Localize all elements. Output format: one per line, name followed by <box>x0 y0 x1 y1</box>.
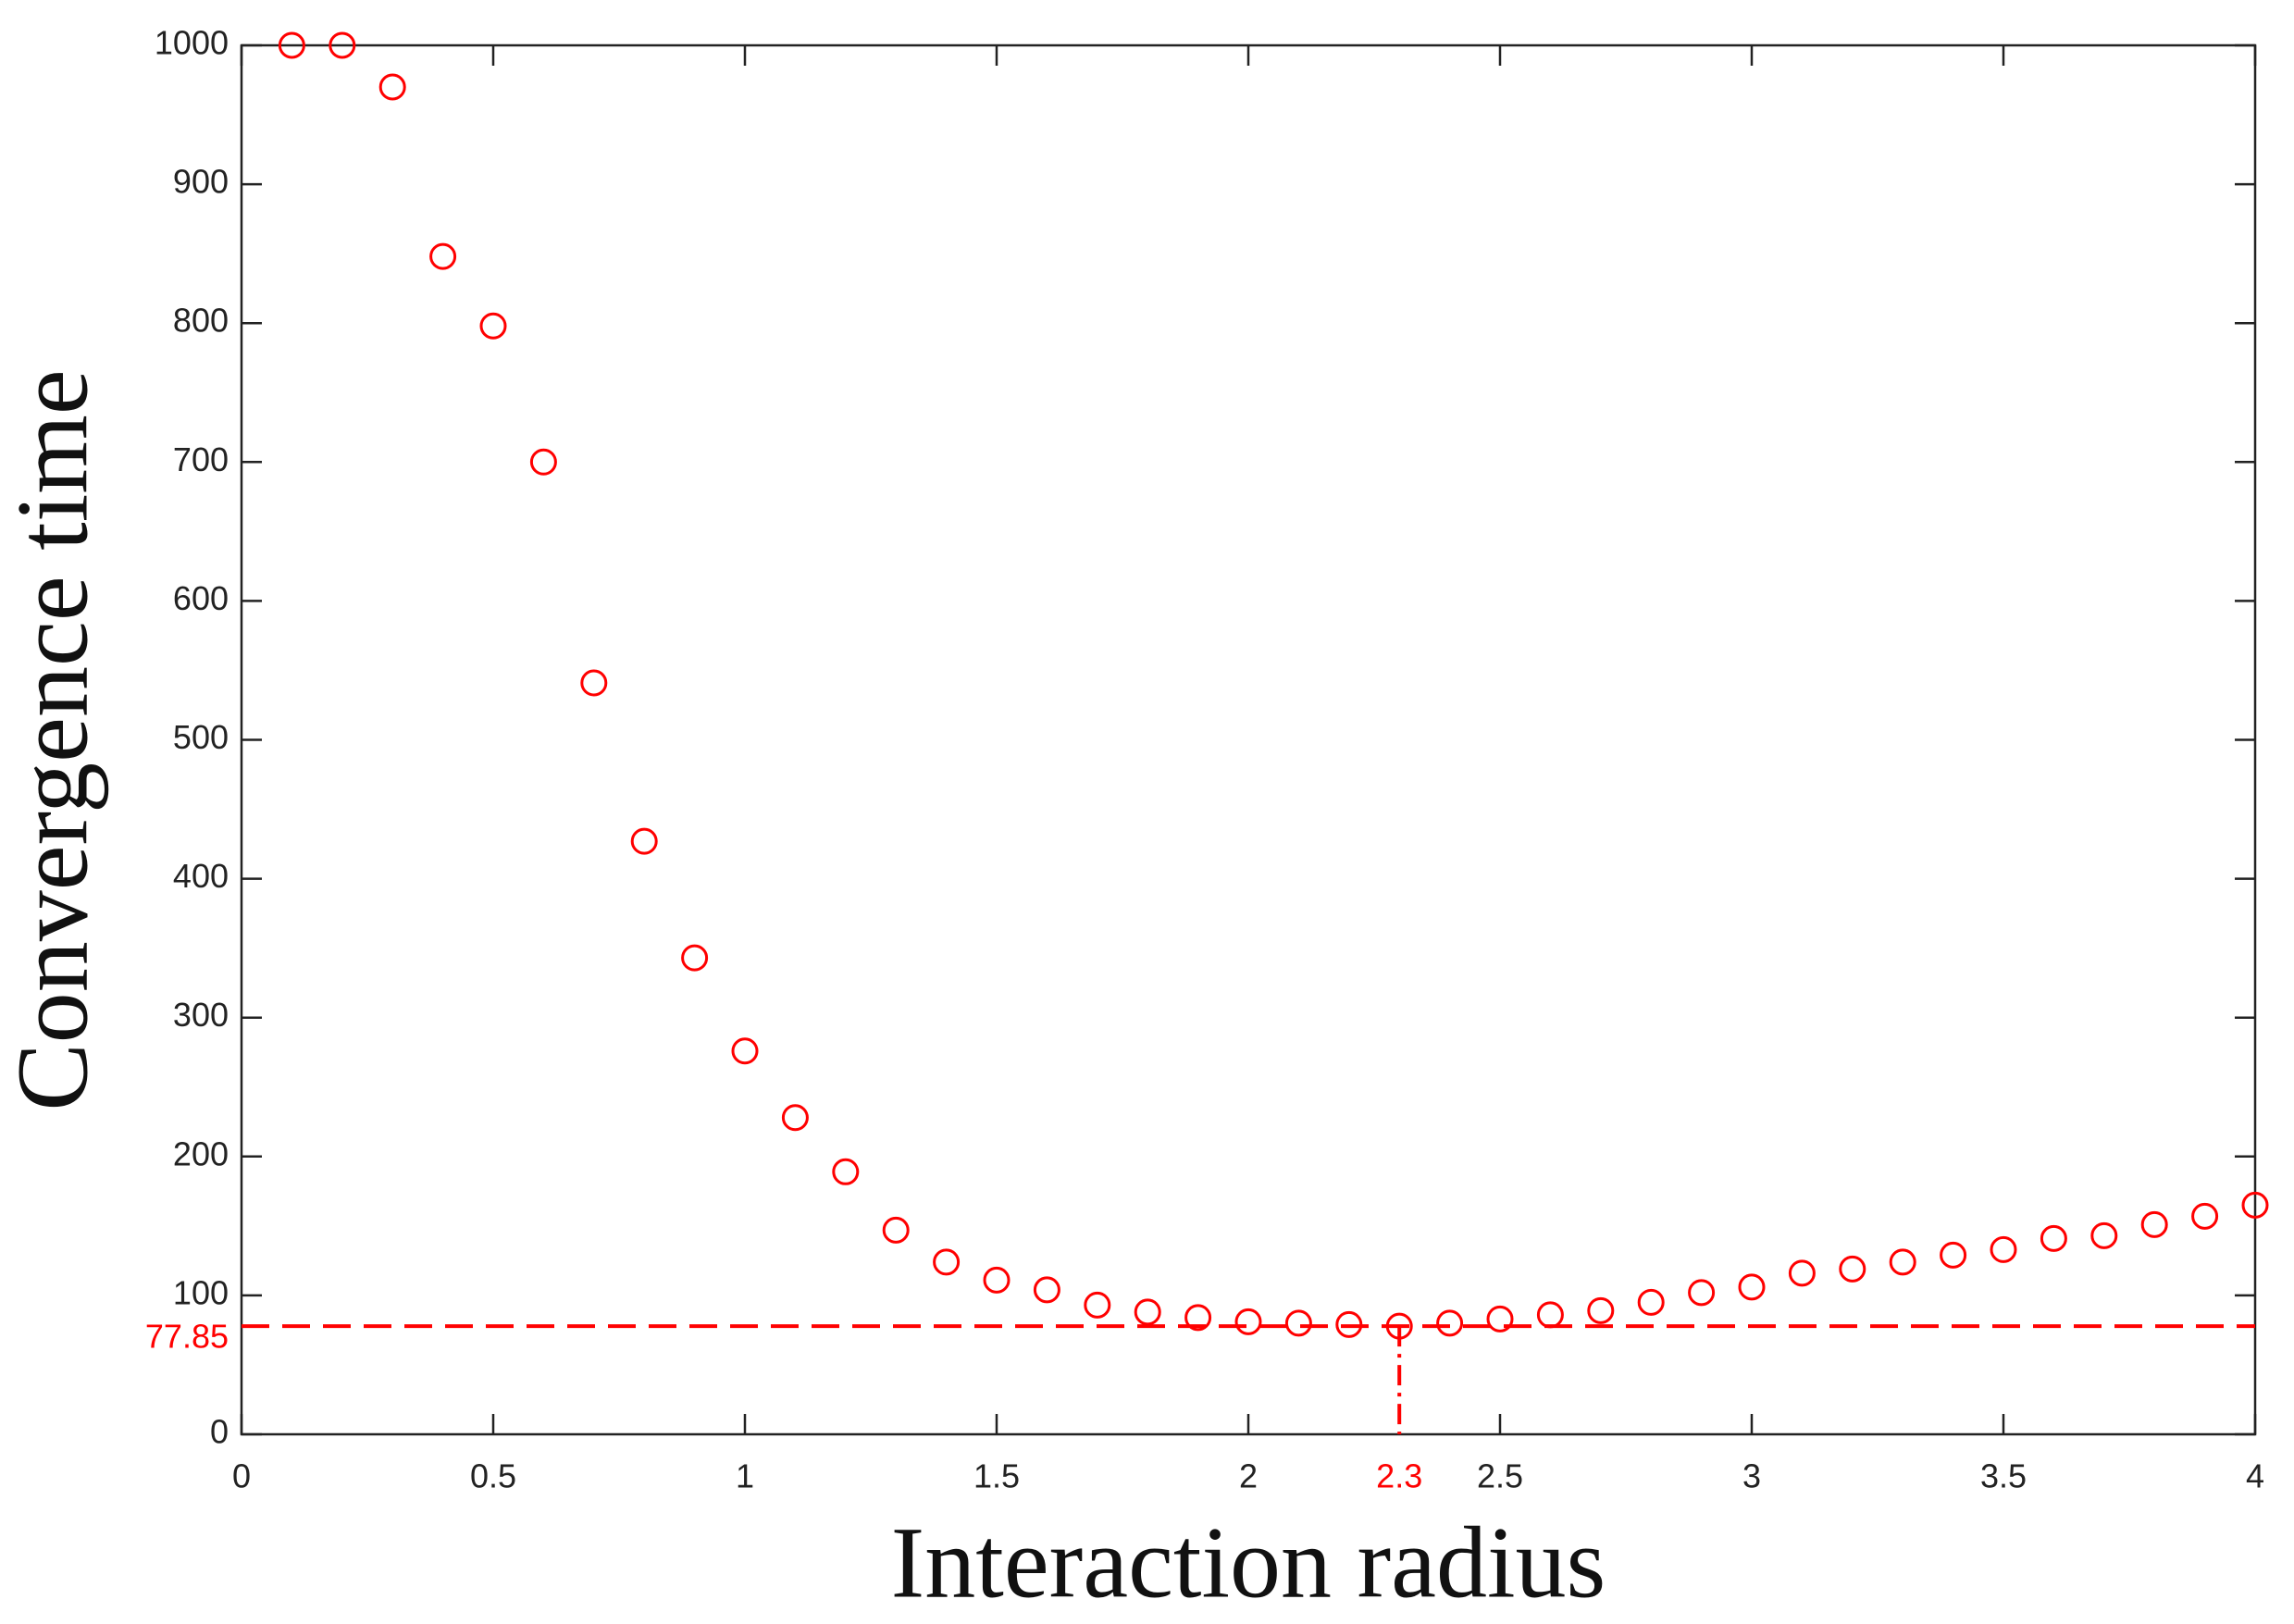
x-tick-label: 1.5 <box>973 1457 1020 1495</box>
marker <box>1033 1276 1060 1304</box>
y-tick-label: 300 <box>173 996 229 1034</box>
marker <box>2040 1224 2067 1252</box>
x-axis-title: Interaction radius <box>891 1506 1606 1618</box>
marker <box>2241 1191 2269 1219</box>
marker <box>1839 1255 1866 1283</box>
marker <box>529 448 557 476</box>
y-tick-label: 0 <box>210 1413 229 1451</box>
marker <box>429 242 457 270</box>
reference-label: 77.85 <box>145 1318 229 1356</box>
marker <box>1990 1235 2017 1263</box>
marker <box>580 669 608 697</box>
plot-frame <box>240 43 2257 1436</box>
y-tick-label: 500 <box>173 718 229 756</box>
x-tick-label: 1 <box>736 1457 754 1495</box>
marker <box>1385 1312 1413 1340</box>
y-axis-title: Convergence time <box>0 369 108 1110</box>
marker <box>882 1216 910 1244</box>
marker <box>479 312 507 340</box>
marker <box>1134 1298 1161 1326</box>
x-tick-label: 4 <box>2246 1457 2264 1495</box>
marker <box>329 31 356 59</box>
marker <box>2140 1210 2168 1238</box>
x-tick-label: 0.5 <box>470 1457 516 1495</box>
y-tick-label: 1000 <box>155 24 229 62</box>
marker <box>1889 1248 1916 1276</box>
marker <box>1335 1310 1363 1338</box>
marker <box>1738 1273 1766 1301</box>
marker <box>630 827 658 855</box>
marker <box>1637 1288 1665 1316</box>
marker <box>832 1158 860 1185</box>
marker <box>1688 1279 1716 1307</box>
marker <box>1234 1308 1262 1335</box>
marker <box>983 1266 1011 1294</box>
marker <box>1536 1301 1564 1329</box>
marker <box>1184 1304 1212 1332</box>
x-tick-label: 0 <box>232 1457 251 1495</box>
marker <box>278 31 305 59</box>
marker <box>1284 1309 1312 1337</box>
y-tick-label: 800 <box>173 302 229 340</box>
marker <box>781 1104 809 1132</box>
x-tick-label: 2 <box>1239 1457 1258 1495</box>
marker <box>378 73 406 101</box>
marker <box>681 944 709 972</box>
reference-label: 2.3 <box>1376 1457 1422 1495</box>
marker <box>1587 1296 1615 1324</box>
marker <box>933 1248 961 1276</box>
x-tick-label: 3.5 <box>1980 1457 2027 1495</box>
marker <box>1486 1305 1514 1333</box>
y-tick-label: 100 <box>173 1273 229 1311</box>
marker <box>1084 1291 1111 1319</box>
x-tick-label: 3 <box>1742 1457 1761 1495</box>
marker <box>1436 1309 1464 1337</box>
y-tick-label: 600 <box>173 579 229 617</box>
marker <box>2191 1202 2219 1230</box>
y-tick-label: 400 <box>173 857 229 895</box>
marker <box>1788 1259 1816 1287</box>
y-tick-label: 700 <box>173 440 229 478</box>
y-tick-label: 900 <box>173 163 229 201</box>
marker <box>2090 1221 2118 1249</box>
marker <box>731 1037 759 1065</box>
marker <box>1940 1241 1967 1269</box>
x-tick-label: 2.5 <box>1477 1457 1523 1495</box>
y-tick-label: 200 <box>173 1134 229 1172</box>
